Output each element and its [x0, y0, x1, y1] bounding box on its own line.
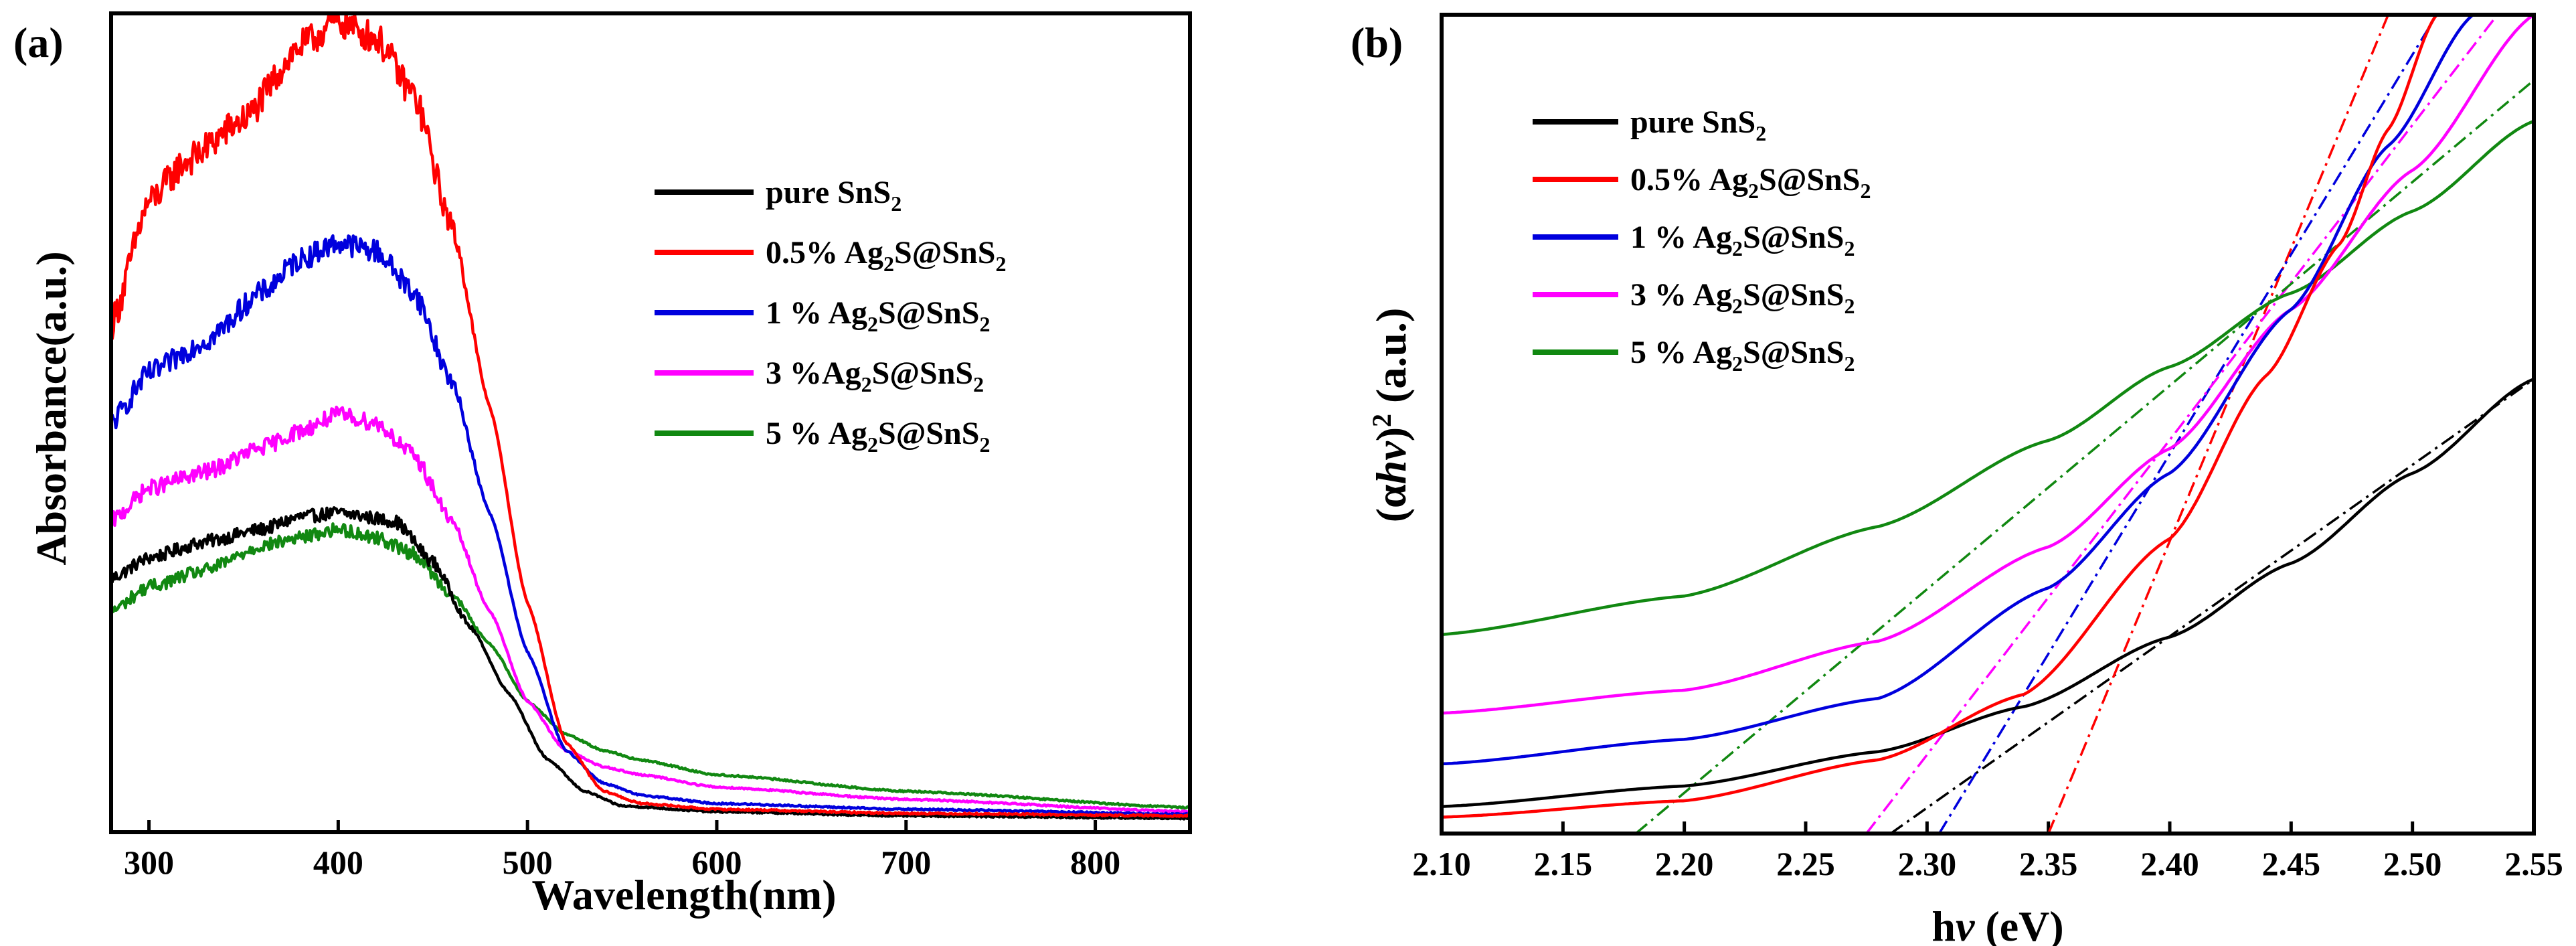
series-line-3-ag2s-sns2 — [111, 405, 1190, 814]
series-line-5-ag2s-sns2 — [1442, 119, 2534, 637]
legend-label: 0.5% Ag2S@SnS2 — [1630, 162, 1871, 203]
legend-item-3-ag2s-sns2: 3 % Ag2S@SnS2 — [1533, 277, 1855, 318]
series-line-3-ag2s-sns2 — [1442, 15, 2534, 715]
panel-b-legend: pure SnS2 0.5% Ag2S@SnS2 1 % Ag2S@SnS2 3 % … — [1533, 104, 1871, 376]
tangent-line-5-ag2s-sns2 — [1635, 79, 2534, 834]
legend-item-1-ag2s-sns2: 1 % Ag2S@SnS2 — [655, 295, 990, 336]
panel-a-legend: pure SnS2 0.5% Ag2S@SnS2 1 % Ag2S@SnS2 3 %A… — [655, 175, 1006, 457]
panel-a-label: (a) — [13, 19, 64, 66]
legend-label: 3 %Ag2S@SnS2 — [766, 356, 984, 396]
series-line-5-ag2s-sns2 — [111, 522, 1190, 810]
legend-label: 5 % Ag2S@SnS2 — [1630, 335, 1855, 376]
panel-b-y-axis-title: (αhν)2 (a.u.) — [1367, 308, 1415, 523]
legend-item-5-ag2s-sns2: 5 % Ag2S@SnS2 — [655, 416, 990, 457]
legend-label: pure SnS2 — [1630, 104, 1766, 145]
legend-label: 3 % Ag2S@SnS2 — [1630, 277, 1855, 318]
legend-label: pure SnS2 — [766, 175, 901, 216]
x-tick-label: 2.20 — [1655, 845, 1714, 882]
legend-item-pure-sns2: pure SnS2 — [1533, 104, 1766, 145]
x-tick-label: 500 — [503, 844, 553, 881]
x-tick-label: 2.35 — [2019, 845, 2078, 882]
panel-a-x-axis: 300 400 500 600 700 800 — [124, 820, 1120, 881]
x-tick-label: 2.15 — [1534, 845, 1593, 882]
panel-a-plot-area — [111, 13, 1190, 821]
panel-b-x-axis-title: hν (eV) — [1931, 902, 2063, 946]
x-tick-label: 600 — [691, 844, 742, 881]
series-line-0-5-ag2s-sns2 — [111, 13, 1190, 818]
tangent-line-3-ag2s-sns2 — [1865, 15, 2498, 834]
x-tick-label: 700 — [881, 844, 931, 881]
legend-item-1-ag2s-sns2: 1 % Ag2S@SnS2 — [1533, 220, 1855, 260]
tangent-line-0-5-ag2s-sns2 — [2047, 15, 2390, 834]
tangent-line-1-ag2s-sns2 — [1938, 15, 2438, 834]
x-tick-label: 2.55 — [2504, 845, 2563, 882]
legend-item-5-ag2s-sns2: 5 % Ag2S@SnS2 — [1533, 335, 1855, 376]
x-tick-label: 2.50 — [2383, 845, 2442, 882]
panel-a-y-axis-title: Absorbance(a.u.) — [27, 251, 75, 565]
panel-b-label: (b) — [1351, 19, 1403, 66]
legend-label: 1 % Ag2S@SnS2 — [1630, 220, 1855, 260]
series-line-pure-sns2 — [1442, 377, 2534, 808]
legend-item-3-ag2s-sns2: 3 %Ag2S@SnS2 — [655, 356, 984, 396]
x-tick-label: 400 — [313, 844, 363, 881]
panel-b-plot-area — [1442, 15, 2534, 834]
legend-item-0-5-ag2s-sns2: 0.5% Ag2S@SnS2 — [1533, 162, 1871, 203]
x-tick-label: 2.10 — [1412, 845, 1471, 882]
legend-label: 5 % Ag2S@SnS2 — [766, 416, 990, 457]
panel-b-frame — [1440, 13, 2536, 836]
x-tick-label: 2.25 — [1776, 845, 1835, 882]
panel-b-x-axis: 2.10 2.15 2.20 2.25 2.30 2.35 2.40 2.45 2.50 2.55 — [1412, 821, 2563, 882]
x-tick-label: 800 — [1070, 844, 1120, 881]
series-line-1-ag2s-sns2 — [111, 234, 1190, 817]
legend-item-pure-sns2: pure SnS2 — [655, 175, 901, 216]
tangent-line-pure-sns2 — [1889, 378, 2534, 834]
panel-a: (a) Absorbance(a.u.) Wavelength(nm) 300 4… — [13, 11, 1192, 919]
legend-label: 1 % Ag2S@SnS2 — [766, 295, 990, 336]
panel-a-x-axis-title: Wavelength(nm) — [531, 871, 836, 919]
series-line-1-ag2s-sns2 — [1442, 15, 2475, 766]
x-tick-label: 2.30 — [1898, 845, 1957, 882]
x-tick-label: 2.45 — [2262, 845, 2321, 882]
series-line-0-5-ag2s-sns2 — [1442, 15, 2439, 819]
series-line-pure-sns2 — [111, 506, 1190, 821]
legend-item-0-5-ag2s-sns2: 0.5% Ag2S@SnS2 — [655, 235, 1006, 276]
panel-b: (b) (αhν)2 (a.u.) hν (eV) 2.10 2.15 2.20 2.… — [1351, 13, 2563, 946]
legend-label: 0.5% Ag2S@SnS2 — [766, 235, 1006, 276]
panel-a-frame — [109, 11, 1192, 834]
x-tick-label: 2.40 — [2140, 845, 2199, 882]
x-tick-label: 300 — [124, 844, 174, 881]
